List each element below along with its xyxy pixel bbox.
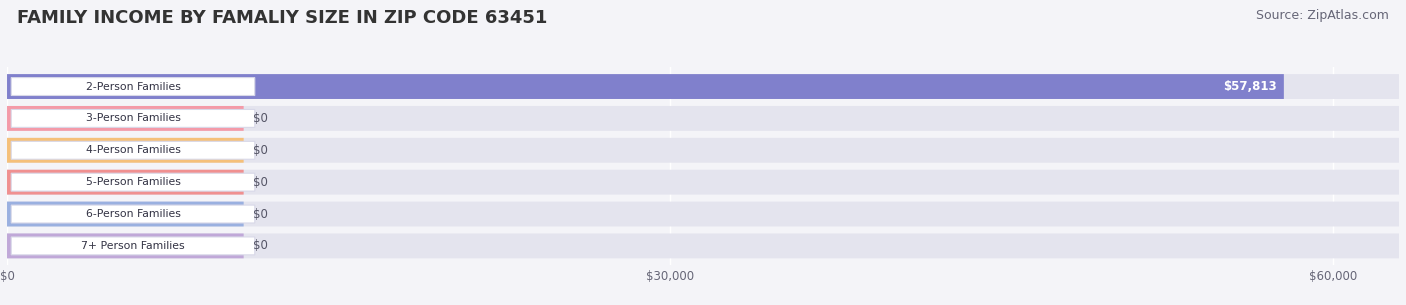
Text: $0: $0 (253, 239, 269, 253)
Text: $0: $0 (253, 176, 269, 189)
Text: 3-Person Families: 3-Person Families (86, 113, 180, 124)
Text: $0: $0 (253, 144, 269, 157)
FancyBboxPatch shape (7, 138, 243, 163)
FancyBboxPatch shape (11, 237, 254, 255)
FancyBboxPatch shape (7, 202, 243, 227)
FancyBboxPatch shape (7, 233, 243, 258)
FancyBboxPatch shape (11, 141, 254, 159)
Text: 5-Person Families: 5-Person Families (86, 177, 180, 187)
Text: 4-Person Families: 4-Person Families (86, 145, 180, 155)
FancyBboxPatch shape (11, 109, 254, 127)
FancyBboxPatch shape (7, 233, 1399, 258)
Text: Source: ZipAtlas.com: Source: ZipAtlas.com (1256, 9, 1389, 22)
Text: $0: $0 (253, 112, 269, 125)
Text: 7+ Person Families: 7+ Person Families (82, 241, 184, 251)
Text: FAMILY INCOME BY FAMALIY SIZE IN ZIP CODE 63451: FAMILY INCOME BY FAMALIY SIZE IN ZIP COD… (17, 9, 547, 27)
FancyBboxPatch shape (7, 138, 1399, 163)
FancyBboxPatch shape (11, 77, 254, 95)
Text: $57,813: $57,813 (1223, 80, 1277, 93)
FancyBboxPatch shape (7, 106, 243, 131)
FancyBboxPatch shape (7, 202, 1399, 227)
FancyBboxPatch shape (7, 74, 1399, 99)
FancyBboxPatch shape (11, 173, 254, 191)
FancyBboxPatch shape (7, 170, 243, 195)
FancyBboxPatch shape (7, 170, 1399, 195)
FancyBboxPatch shape (7, 106, 1399, 131)
Text: $0: $0 (253, 207, 269, 221)
Text: 2-Person Families: 2-Person Families (86, 81, 180, 92)
FancyBboxPatch shape (7, 74, 1284, 99)
Text: 6-Person Families: 6-Person Families (86, 209, 180, 219)
FancyBboxPatch shape (11, 205, 254, 223)
